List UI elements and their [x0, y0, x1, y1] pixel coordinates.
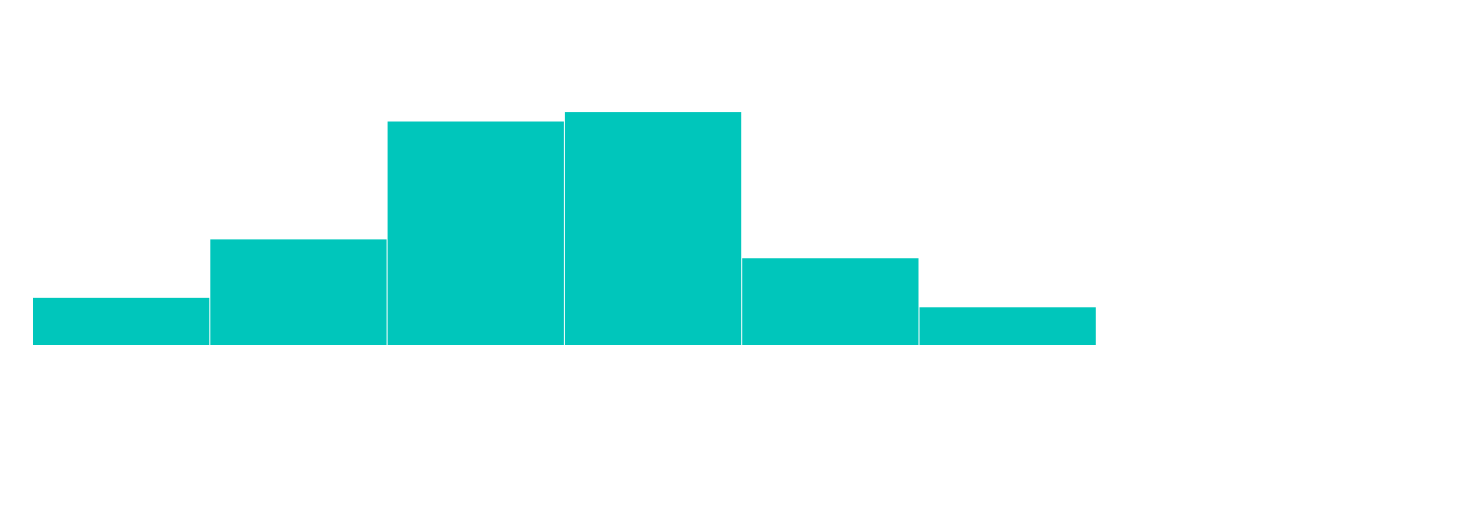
histogram-bar-4	[564, 112, 742, 345]
histogram-bar-1	[33, 297, 210, 345]
histogram-bar-3	[387, 121, 564, 345]
bar-group	[33, 112, 1096, 345]
histogram-bar-2	[210, 239, 387, 345]
histogram-bar-5	[742, 258, 919, 345]
histogram-bar-6	[919, 307, 1096, 345]
